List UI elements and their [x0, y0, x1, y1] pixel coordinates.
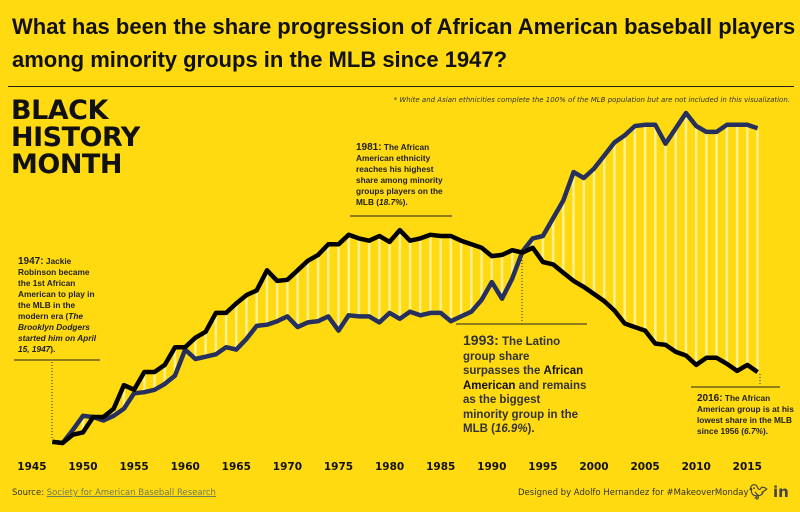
linkedin-icon[interactable]: in [773, 483, 789, 501]
source: Source: Society for American Baseball Re… [12, 488, 216, 498]
annotation-2016: 2016: The African American group is at h… [697, 393, 794, 436]
series-line-african_american [52, 227, 759, 446]
x-tick-label: 1945 [17, 461, 46, 473]
series-line-latino [52, 110, 759, 446]
twitter-icon[interactable]: 🐦︎ [749, 483, 769, 501]
x-tick-label: 1970 [273, 461, 302, 473]
source-link[interactable]: Society for American Baseball Research [46, 488, 216, 498]
x-tick-label: 1995 [528, 461, 557, 473]
annotation-1947: 1947: Jackie Robinson became the 1st Afr… [18, 256, 97, 354]
heading-line: MONTH [11, 149, 122, 180]
x-tick-label: 1960 [171, 461, 200, 473]
x-tick-label: 1955 [119, 461, 148, 473]
designer-credit: Designed by Adolfo Hernandez for #Makeov… [518, 488, 749, 498]
black-history-month-heading: BLACK HISTORY MONTH [11, 97, 140, 178]
x-tick-label: 2010 [682, 461, 711, 473]
x-tick-label: 1965 [222, 461, 251, 473]
heading-line: BLACK [11, 95, 108, 126]
x-tick-label: 1985 [426, 461, 455, 473]
title-divider [8, 86, 794, 87]
x-tick-label: 2005 [630, 461, 659, 473]
x-tick-label: 1990 [477, 461, 506, 473]
annotation-1981: 1981: The African American ethnicity rea… [356, 142, 443, 207]
x-tick-label: 1950 [68, 461, 97, 473]
annotation-1993: 1993: The Latino group share surpasses t… [463, 332, 587, 435]
x-tick-label: 2000 [579, 461, 608, 473]
chart-title: What has been the share progression of A… [12, 14, 796, 72]
footnote: * White and Asian ethnicities complete t… [393, 96, 790, 104]
x-tick-label: 2015 [733, 461, 762, 473]
heading-line: HISTORY [11, 122, 140, 153]
x-tick-label: 1975 [324, 461, 353, 473]
x-tick-label: 1980 [375, 461, 404, 473]
